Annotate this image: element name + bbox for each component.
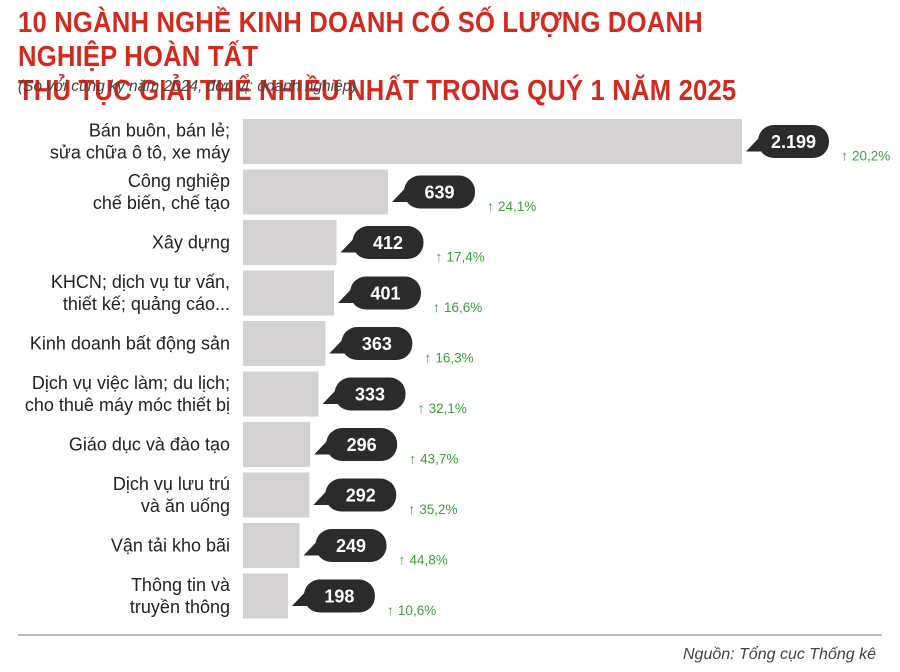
- growth-label: 32,1%: [429, 401, 467, 416]
- growth-arrow-icon: ↑: [487, 198, 494, 214]
- category-label: truyền thông: [130, 597, 230, 617]
- bar: [243, 220, 337, 265]
- growth-label: 16,6%: [444, 300, 482, 315]
- growth-label: 24,1%: [498, 199, 536, 214]
- bar-row: Giáo dục và đào tạo 296 ↑ 43,7%: [69, 422, 458, 467]
- growth-arrow-icon: ↑: [435, 249, 442, 265]
- bar: [243, 270, 334, 316]
- value-label: 412: [373, 233, 403, 253]
- growth-label: 16,3%: [435, 351, 473, 366]
- value-label: 333: [355, 385, 385, 405]
- growth-arrow-icon: ↑: [408, 501, 415, 517]
- bar: [243, 573, 288, 619]
- category-label: và ăn uống: [141, 496, 230, 516]
- category-label: Dịch vụ việc làm; du lịch;: [32, 373, 230, 393]
- title-line-1: 10 NGÀNH NGHỀ KINH DOANH CÓ SỐ LƯỢNG DOA…: [18, 7, 703, 73]
- title-line-2: THỦ TỤC GIẢI THỂ NHIỀU NHẤT TRONG QUÝ 1 …: [18, 75, 737, 107]
- bar: [243, 321, 326, 366]
- value-bubble: [303, 579, 375, 613]
- chart-subtitle: (So với cùng kỳ năm 2024, đơn vị: doanh …: [18, 78, 357, 95]
- value-bubble: [349, 276, 421, 310]
- category-label: sửa chữa ô tô, xe máy: [50, 143, 230, 163]
- source-note: Nguồn: Tổng cục Thống kê: [682, 646, 876, 663]
- category-label: KHCN; dịch vụ tư vấn,: [51, 272, 230, 292]
- growth-arrow-icon: ↑: [424, 350, 431, 366]
- growth-arrow-icon: ↑: [387, 602, 394, 618]
- bar: [243, 422, 311, 467]
- growth-label: 35,2%: [419, 502, 457, 517]
- value-bubble: [341, 327, 413, 360]
- bottom-divider: [18, 634, 882, 636]
- bar-row: Vận tải kho bãi 249 ↑ 44,8%: [111, 523, 448, 568]
- bar-row: Dịch vụ việc làm; du lịch;cho thuê máy m…: [25, 371, 467, 417]
- value-bubble: [404, 175, 476, 209]
- growth-arrow-icon: ↑: [841, 148, 848, 164]
- bar: [243, 169, 389, 215]
- growth-label: 43,7%: [420, 452, 458, 467]
- value-label: 198: [324, 587, 354, 607]
- growth-label: 20,2%: [852, 149, 890, 164]
- value-bubble: [758, 125, 829, 158]
- value-bubble: [334, 377, 406, 411]
- value-label: 292: [346, 486, 376, 506]
- bar-row: Bán buôn, bán lẻ;sửa chữa ô tô, xe máy 2.…: [50, 119, 890, 164]
- category-label: chế biến, chế tạo: [93, 193, 230, 213]
- category-label: Xây dựng: [152, 233, 230, 253]
- growth-label: 44,8%: [410, 553, 448, 568]
- value-bubble: [326, 428, 398, 461]
- bar-chart: Bán buôn, bán lẻ;sửa chữa ô tô, xe máy 2.…: [25, 119, 890, 619]
- value-label: 2.199: [771, 132, 816, 152]
- growth-arrow-icon: ↑: [418, 400, 425, 416]
- category-label: Bán buôn, bán lẻ;: [89, 121, 230, 141]
- category-label: Thông tin và: [131, 575, 231, 595]
- bar-row: Kinh doanh bất động sản 363 ↑ 16,3%: [30, 321, 474, 366]
- bar: [243, 119, 742, 164]
- value-bubble: [352, 226, 424, 259]
- category-label: Giáo dục và đào tạo: [69, 435, 230, 455]
- growth-label: 10,6%: [398, 603, 436, 618]
- bar: [243, 472, 310, 518]
- category-label: Dịch vụ lưu trú: [113, 474, 230, 494]
- growth-arrow-icon: ↑: [399, 552, 406, 568]
- bar-row: KHCN; dịch vụ tư vấn,thiết kế; quảng cáo…: [51, 270, 482, 316]
- growth-label: 17,4%: [446, 250, 484, 265]
- value-label: 296: [347, 435, 377, 455]
- value-bubble: [325, 478, 397, 512]
- bar: [243, 371, 319, 417]
- value-label: 639: [424, 183, 454, 203]
- growth-arrow-icon: ↑: [409, 451, 416, 467]
- value-label: 401: [370, 284, 400, 304]
- value-bubble: [315, 529, 387, 562]
- value-label: 249: [336, 536, 366, 556]
- value-label: 363: [362, 334, 392, 354]
- category-label: Kinh doanh bất động sản: [30, 334, 230, 354]
- chart-title: 10 NGÀNH NGHỀ KINH DOANH CÓ SỐ LƯỢNG DOA…: [18, 6, 801, 108]
- category-label: cho thuê máy móc thiết bị: [25, 395, 230, 415]
- growth-arrow-icon: ↑: [433, 299, 440, 315]
- category-label: Công nghiệp: [128, 171, 230, 191]
- category-label: thiết kế; quảng cáo...: [63, 294, 230, 314]
- bar: [243, 523, 300, 568]
- bar-row: Xây dựng 412 ↑ 17,4%: [152, 220, 485, 265]
- category-label: Vận tải kho bãi: [111, 536, 230, 556]
